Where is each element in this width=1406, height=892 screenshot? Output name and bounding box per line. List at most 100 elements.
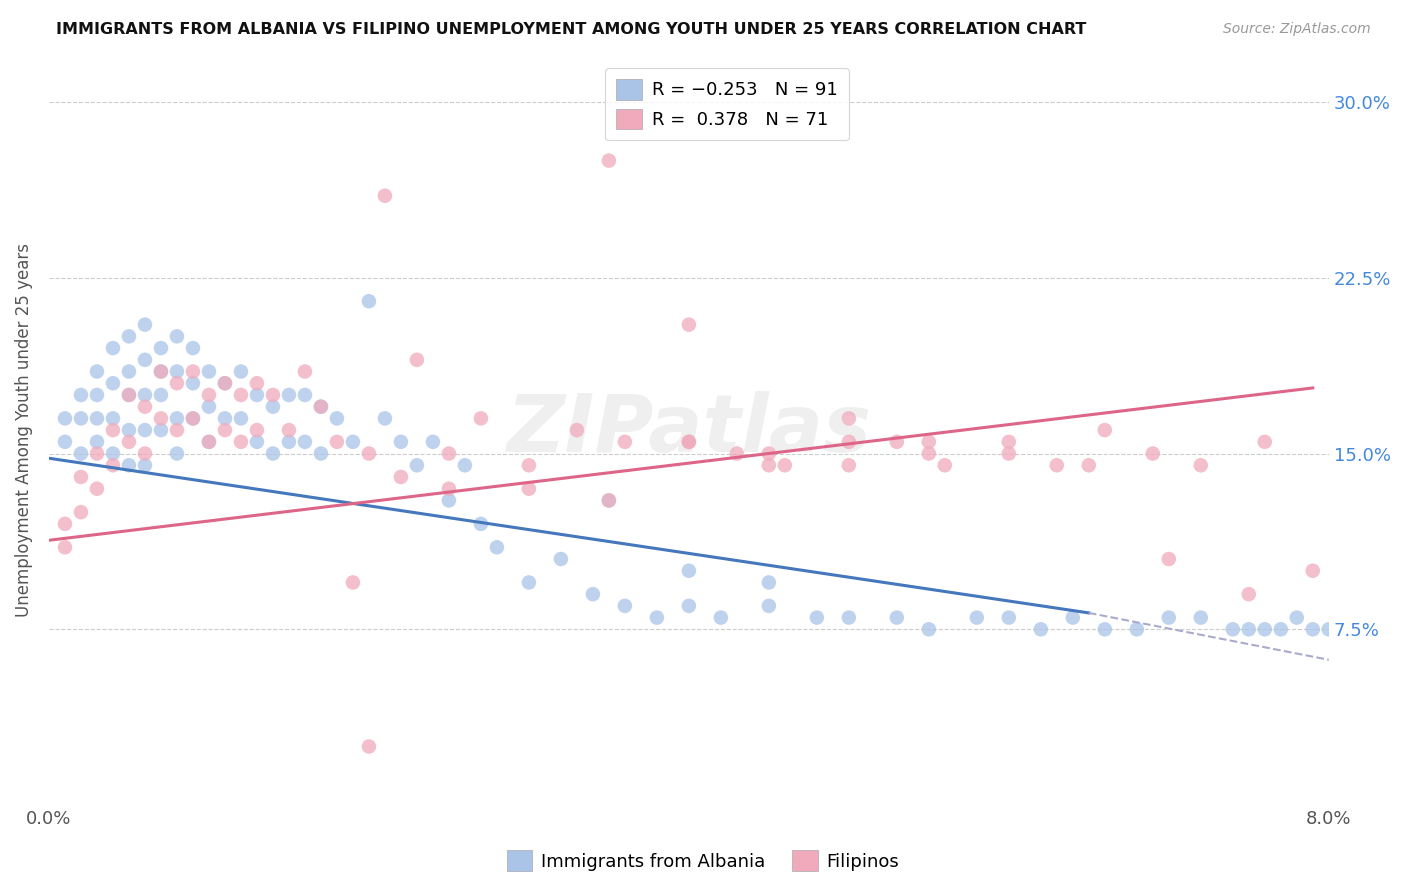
Point	[86, 446, 108, 460]
Point	[53, 516, 76, 531]
Point	[134, 352, 156, 367]
Point	[1302, 623, 1324, 637]
Point	[598, 153, 620, 168]
Point	[53, 541, 76, 555]
Point	[998, 610, 1021, 624]
Point	[149, 423, 172, 437]
Point	[374, 411, 396, 425]
Point	[86, 434, 108, 449]
Point	[53, 411, 76, 425]
Point	[645, 610, 668, 624]
Point	[550, 552, 572, 566]
Point	[86, 365, 108, 379]
Point	[886, 610, 908, 624]
Point	[374, 188, 396, 202]
Point	[1142, 446, 1164, 460]
Point	[181, 376, 204, 391]
Point	[134, 388, 156, 402]
Point	[758, 575, 780, 590]
Point	[149, 365, 172, 379]
Legend: Immigrants from Albania, Filipinos: Immigrants from Albania, Filipinos	[499, 843, 907, 879]
Point	[517, 458, 540, 473]
Point	[806, 610, 828, 624]
Point	[118, 365, 141, 379]
Point	[1189, 458, 1212, 473]
Point	[181, 341, 204, 355]
Point	[454, 458, 477, 473]
Point	[181, 411, 204, 425]
Point	[678, 434, 700, 449]
Point	[357, 446, 380, 460]
Point	[838, 458, 860, 473]
Point	[70, 470, 93, 484]
Point	[101, 411, 124, 425]
Point	[101, 458, 124, 473]
Point	[166, 365, 188, 379]
Point	[758, 599, 780, 613]
Point	[166, 376, 188, 391]
Point	[118, 388, 141, 402]
Point	[198, 434, 221, 449]
Point	[517, 575, 540, 590]
Point	[342, 575, 364, 590]
Point	[1222, 623, 1244, 637]
Point	[485, 541, 508, 555]
Point	[582, 587, 605, 601]
Point	[246, 376, 269, 391]
Point	[613, 599, 636, 613]
Point	[166, 329, 188, 343]
Point	[134, 318, 156, 332]
Point	[389, 434, 412, 449]
Point	[118, 434, 141, 449]
Point	[326, 411, 349, 425]
Point	[1126, 623, 1149, 637]
Point	[118, 388, 141, 402]
Point	[1254, 623, 1277, 637]
Point	[678, 318, 700, 332]
Point	[70, 446, 93, 460]
Point	[1094, 623, 1116, 637]
Point	[1046, 458, 1069, 473]
Point	[1189, 610, 1212, 624]
Point	[149, 341, 172, 355]
Point	[166, 423, 188, 437]
Point	[118, 329, 141, 343]
Point	[198, 434, 221, 449]
Point	[134, 458, 156, 473]
Point	[70, 411, 93, 425]
Point	[86, 482, 108, 496]
Point	[262, 446, 284, 460]
Point	[229, 411, 252, 425]
Point	[357, 739, 380, 754]
Point	[214, 376, 236, 391]
Point	[53, 434, 76, 449]
Point	[166, 411, 188, 425]
Point	[214, 423, 236, 437]
Point	[437, 482, 460, 496]
Point	[998, 446, 1021, 460]
Legend: R = −0.253   N = 91, R =  0.378   N = 71: R = −0.253 N = 91, R = 0.378 N = 71	[606, 68, 849, 140]
Point	[437, 446, 460, 460]
Point	[309, 400, 332, 414]
Point	[966, 610, 988, 624]
Point	[149, 411, 172, 425]
Point	[262, 388, 284, 402]
Point	[309, 446, 332, 460]
Point	[934, 458, 956, 473]
Point	[598, 493, 620, 508]
Point	[422, 434, 444, 449]
Point	[214, 376, 236, 391]
Point	[1237, 623, 1260, 637]
Point	[470, 411, 492, 425]
Point	[198, 388, 221, 402]
Point	[758, 458, 780, 473]
Point	[70, 505, 93, 519]
Point	[70, 388, 93, 402]
Point	[773, 458, 796, 473]
Point	[86, 388, 108, 402]
Point	[229, 388, 252, 402]
Text: ZIPatlas: ZIPatlas	[506, 391, 872, 469]
Point	[918, 446, 941, 460]
Point	[678, 564, 700, 578]
Point	[198, 365, 221, 379]
